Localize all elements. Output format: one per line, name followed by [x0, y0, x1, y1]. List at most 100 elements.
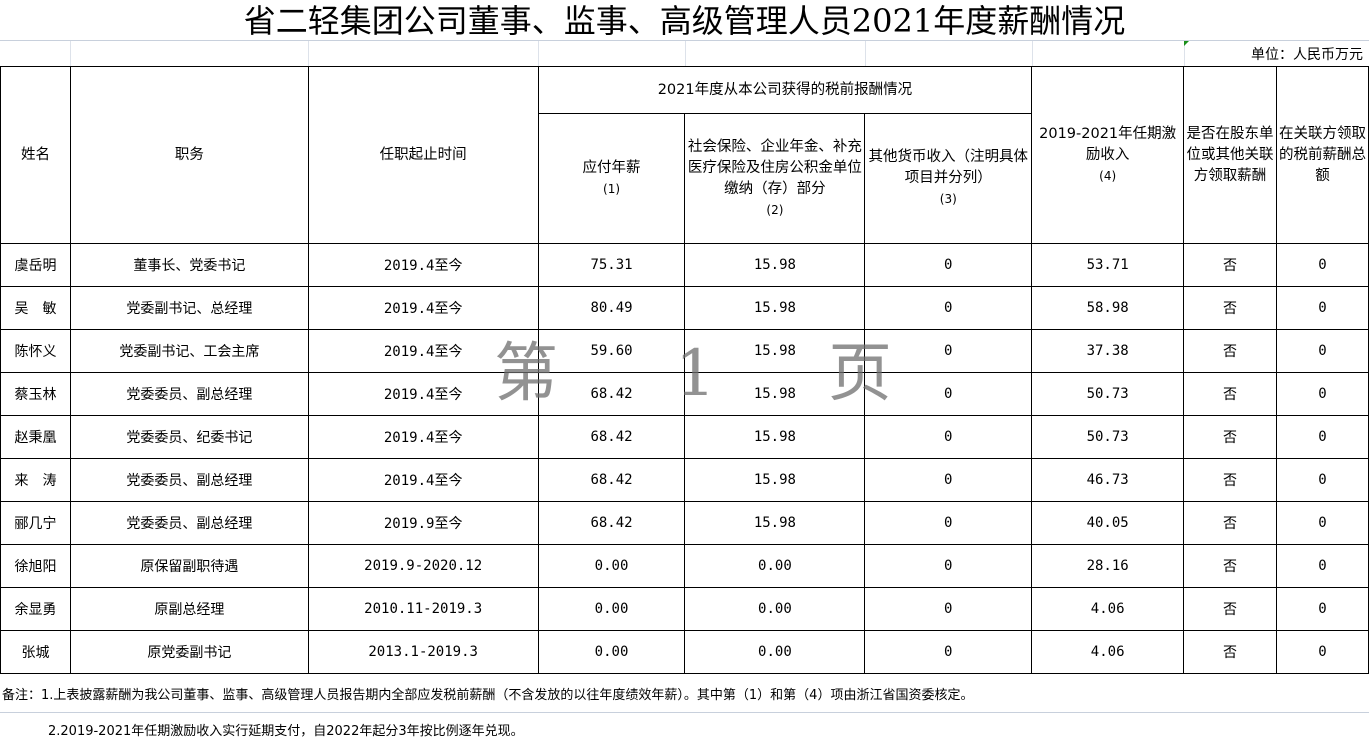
cell-term: 2019.9-2020.12	[307, 544, 539, 588]
cell-other: 0	[864, 587, 1033, 631]
cell-other: 0	[864, 415, 1033, 459]
cell-other: 0	[864, 372, 1033, 416]
header-related-total: 在关联方领取的税前薪酬总额	[1276, 66, 1369, 244]
cell-position: 党委委员、副总经理	[69, 501, 309, 545]
header-term: 任职起止时间	[307, 66, 539, 244]
cell-term: 2019.4至今	[307, 286, 539, 330]
cell-other: 0	[864, 243, 1033, 287]
cell-term: 2013.1-2019.3	[307, 630, 539, 674]
cell-related: 否	[1183, 544, 1278, 588]
cell-insurance: 15.98	[684, 501, 866, 545]
table-row: 陈怀义 党委副书记、工会主席 2019.4至今 59.60 15.98 0 37.38 否 0	[0, 329, 1369, 373]
cell-incentive: 46.73	[1031, 458, 1185, 502]
cell-position: 党委副书记、工会主席	[69, 329, 309, 373]
cell-incentive: 53.71	[1031, 243, 1185, 287]
header-salary: 应付年薪 (1)	[537, 113, 686, 244]
cell-name: 虞岳明	[0, 243, 71, 287]
spreadsheet-grid-row	[0, 40, 1369, 67]
cell-related: 否	[1183, 372, 1278, 416]
cell-position: 董事长、党委书记	[69, 243, 309, 287]
cell-name: 张城	[0, 630, 71, 674]
cell-insurance: 0.00	[684, 630, 866, 674]
cell-related-total: 0	[1276, 329, 1369, 373]
cell-insurance: 15.98	[684, 458, 866, 502]
cell-term: 2019.4至今	[307, 415, 539, 459]
cell-related-total: 0	[1276, 458, 1369, 502]
cell-position: 党委委员、副总经理	[69, 458, 309, 502]
header-other-label: 其他货币收入（注明具体项目并分列）	[868, 149, 1029, 186]
cell-insurance: 15.98	[684, 329, 866, 373]
note-2: 2.2019-2021年任期激励收入实行延期支付，自2022年起分3年按比例逐年…	[48, 724, 524, 739]
cell-incentive: 58.98	[1031, 286, 1185, 330]
cell-insurance: 15.98	[684, 415, 866, 459]
cell-name: 吴 敏	[0, 286, 71, 330]
table-row: 虞岳明 董事长、党委书记 2019.4至今 75.31 15.98 0 53.71 否 0	[0, 243, 1369, 287]
cell-salary: 68.42	[537, 415, 686, 459]
header-other-no: (3)	[939, 192, 957, 206]
cell-position: 原党委副书记	[69, 630, 309, 674]
cell-salary: 0.00	[537, 544, 686, 588]
header-insurance-no: (2)	[766, 202, 784, 217]
divider	[0, 712, 1369, 713]
cell-related-total: 0	[1276, 415, 1369, 459]
cell-position: 党委委员、纪委书记	[69, 415, 309, 459]
cell-salary: 0.00	[537, 630, 686, 674]
cell-other: 0	[864, 501, 1033, 545]
cell-related: 否	[1183, 501, 1278, 545]
cell-incentive: 50.73	[1031, 372, 1185, 416]
header-insurance-label: 社会保险、企业年金、补充医疗保险及住房公积金单位缴纳（存）部分	[687, 138, 862, 197]
cell-salary: 75.31	[537, 243, 686, 287]
cell-other: 0	[864, 329, 1033, 373]
cell-related: 否	[1183, 415, 1278, 459]
cell-related: 否	[1183, 630, 1278, 674]
cell-insurance: 15.98	[684, 286, 866, 330]
cell-salary: 68.42	[537, 372, 686, 416]
cell-related: 否	[1183, 587, 1278, 631]
cell-name: 陈怀义	[0, 329, 71, 373]
salary-table: 姓名 职务 任职起止时间 2021年度从本公司获得的税前报酬情况 2019-20…	[0, 66, 1369, 674]
cell-other: 0	[864, 630, 1033, 674]
cell-name: 来 涛	[0, 458, 71, 502]
cell-incentive: 37.38	[1031, 329, 1185, 373]
cell-term: 2010.11-2019.3	[307, 587, 539, 631]
cell-position: 原保留副职待遇	[69, 544, 309, 588]
header-incentive-no: (4)	[1099, 168, 1117, 183]
cell-other: 0	[864, 458, 1033, 502]
header-insurance: 社会保险、企业年金、补充医疗保险及住房公积金单位缴纳（存）部分 (2)	[684, 113, 866, 244]
cell-term: 2019.9至今	[307, 501, 539, 545]
header-salary-label: 应付年薪	[582, 159, 641, 176]
document-title: 省二轻集团公司董事、监事、高级管理人员2021年度薪酬情况	[243, 2, 1126, 40]
cell-salary: 68.42	[537, 501, 686, 545]
header-incentive: 2019-2021年任期激励收入 (4)	[1031, 66, 1185, 244]
header-position: 职务	[69, 66, 309, 244]
cell-term: 2019.4至今	[307, 243, 539, 287]
header-group: 2021年度从本公司获得的税前报酬情况	[537, 66, 1033, 114]
header-incentive-label: 2019-2021年任期激励收入	[1039, 125, 1177, 163]
cell-salary: 0.00	[537, 587, 686, 631]
cell-insurance: 0.00	[684, 587, 866, 631]
cell-position: 党委委员、副总经理	[69, 372, 309, 416]
cell-related-total: 0	[1276, 501, 1369, 545]
cell-incentive: 40.05	[1031, 501, 1185, 545]
cell-term: 2019.4至今	[307, 458, 539, 502]
unit-label: 单位：人民币万元	[1251, 47, 1363, 63]
header-name: 姓名	[0, 66, 71, 244]
cell-salary: 80.49	[537, 286, 686, 330]
cell-position: 原副总经理	[69, 587, 309, 631]
cell-term: 2019.4至今	[307, 372, 539, 416]
header-salary-no: (1)	[603, 181, 621, 196]
comment-indicator-icon	[1184, 41, 1189, 46]
cell-salary: 68.42	[537, 458, 686, 502]
cell-related: 否	[1183, 286, 1278, 330]
table-row: 徐旭阳 原保留副职待遇 2019.9-2020.12 0.00 0.00 0 28.16 否 0	[0, 544, 1369, 588]
table-row: 吴 敏党委副书记、总经理 2019.4至今 80.49 15.98 0 58.98 否 0	[0, 286, 1369, 330]
table-row: 郦几宁 党委委员、副总经理 2019.9至今 68.42 15.98 0 40.05 否 0	[0, 501, 1369, 545]
cell-name: 赵秉凰	[0, 415, 71, 459]
cell-insurance: 15.98	[684, 243, 866, 287]
cell-name: 余显勇	[0, 587, 71, 631]
cell-other: 0	[864, 286, 1033, 330]
note-1: 备注：1.上表披露薪酬为我公司董事、监事、高级管理人员报告期内全部应发税前薪酬（…	[2, 688, 974, 703]
table-row: 余显勇 原副总经理 2010.11-2019.3 0.00 0.00 0 4.06 否 0	[0, 587, 1369, 631]
cell-incentive: 4.06	[1031, 587, 1185, 631]
cell-other: 0	[864, 544, 1033, 588]
